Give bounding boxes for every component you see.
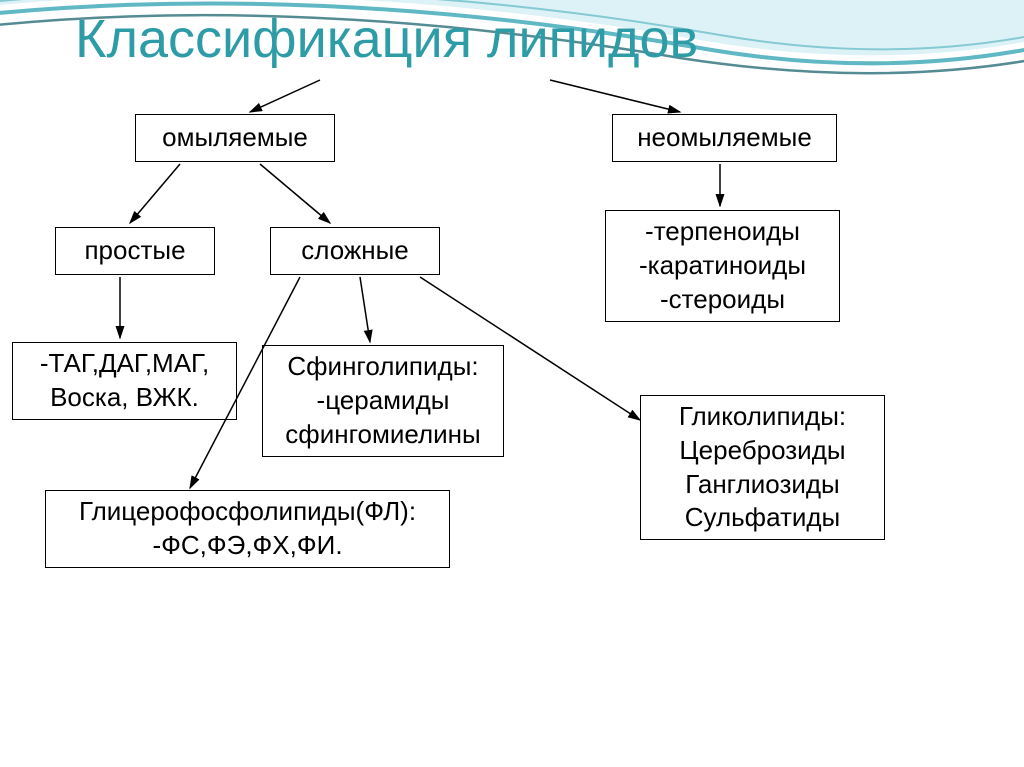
box-line: неомыляемые [637, 121, 812, 155]
box-glyco: Гликолипиды:ЦереброзидыГанглиозидыСульфа… [640, 395, 885, 540]
box-sphingo: Сфинголипиды:-церамидысфингомиелины [262, 345, 504, 457]
box-nonsap-items: -терпеноиды-каратиноиды-стероиды [605, 210, 840, 322]
box-line: -ФС,ФЭ,ФХ,ФИ. [152, 529, 342, 563]
box-line: Цереброзиды [679, 434, 845, 468]
arrow [260, 164, 330, 223]
box-simple-items: -ТАГ,ДАГ,МАГ,Воска, ВЖК. [12, 342, 237, 420]
arrow [550, 80, 680, 112]
box-line: сфингомиелины [285, 418, 480, 452]
box-simple: простые [55, 227, 215, 275]
box-line: простые [84, 234, 185, 268]
box-line: -ТАГ,ДАГ,МАГ, [40, 347, 209, 381]
box-line: сложные [301, 234, 409, 268]
box-line: -терпеноиды [645, 215, 800, 249]
box-line: омыляемые [162, 121, 308, 155]
arrow [130, 164, 180, 223]
box-line: Сфинголипиды: [287, 350, 478, 384]
box-glycero: Глицерофосфолипиды(ФЛ):-ФС,ФЭ,ФХ,ФИ. [45, 490, 450, 568]
diagram-title: Классификация липидов [75, 8, 698, 70]
box-line: Глицерофосфолипиды(ФЛ): [79, 495, 416, 529]
box-line: Ганглиозиды [685, 468, 840, 502]
box-line: -каратиноиды [639, 249, 806, 283]
box-complex: сложные [270, 227, 440, 275]
box-line: -церамиды [317, 384, 450, 418]
box-nonsaponifiable: неомыляемые [612, 114, 837, 162]
box-line: Воска, ВЖК. [50, 381, 199, 415]
box-line: Гликолипиды: [679, 400, 846, 434]
box-line: -стероиды [660, 283, 785, 317]
box-line: Сульфатиды [685, 501, 841, 535]
arrow [360, 277, 370, 342]
box-saponifiable: омыляемые [135, 114, 335, 162]
arrow [250, 80, 320, 112]
